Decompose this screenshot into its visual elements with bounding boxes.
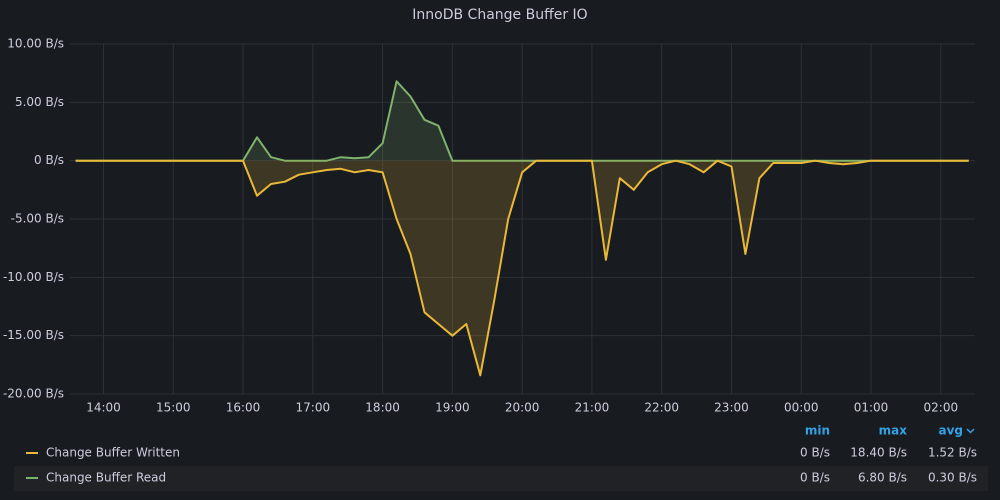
legend: min max avg Change Buffer Written 0 B/s 18.40… (26, 424, 977, 485)
y-tick-label: -10.00 B/s (3, 270, 64, 284)
y-tick-label: 0 B/s (34, 153, 64, 167)
legend-column-header: min (805, 424, 830, 438)
x-tick-label: 02:00 (924, 401, 959, 415)
legend-label[interactable]: Change Buffer Read (46, 471, 166, 485)
plot: 10.00 B/s 5.00 B/s 0 B/s -5.00 B/s -10.00 B/… (3, 37, 975, 415)
x-tick-label: 16:00 (226, 401, 261, 415)
legend-value: 0 B/s (800, 471, 830, 485)
x-tick-label: 23:00 (714, 401, 749, 415)
x-tick-label: 20:00 (505, 401, 540, 415)
y-tick-label: 10.00 B/s (7, 37, 64, 51)
x-tick-label: 22:00 (644, 401, 679, 415)
x-tick-label: 00:00 (784, 401, 819, 415)
x-tick-label: 18:00 (365, 401, 400, 415)
x-tick-label: 14:00 (86, 401, 121, 415)
y-tick-label: -15.00 B/s (3, 328, 64, 342)
legend-column-header: max (879, 424, 908, 438)
sort-chevron (966, 428, 975, 434)
legend-value: 18.40 B/s (850, 446, 907, 460)
y-tick-label: 5.00 B/s (15, 95, 64, 109)
legend-label[interactable]: Change Buffer Written (46, 446, 180, 460)
legend-value: 1.52 B/s (928, 446, 977, 460)
y-tick-label: -20.00 B/s (3, 387, 64, 401)
series-line (75, 159, 969, 377)
legend-value: 6.80 B/s (858, 471, 907, 485)
y-tick-label: -5.00 B/s (11, 212, 64, 226)
x-tick-label: 15:00 (156, 401, 191, 415)
x-tick-label: 17:00 (296, 401, 331, 415)
legend-value: 0.30 B/s (928, 471, 977, 485)
x-tick-label: 19:00 (435, 401, 470, 415)
legend-value: 0 B/s (800, 446, 830, 460)
series-area (75, 160, 969, 376)
x-tick-label: 01:00 (854, 401, 889, 415)
legend-row-background (14, 466, 988, 491)
legend-column-header: avg (938, 424, 963, 438)
panel-title: InnoDB Change Buffer IO (412, 7, 587, 23)
x-tick-label: 21:00 (575, 401, 610, 415)
